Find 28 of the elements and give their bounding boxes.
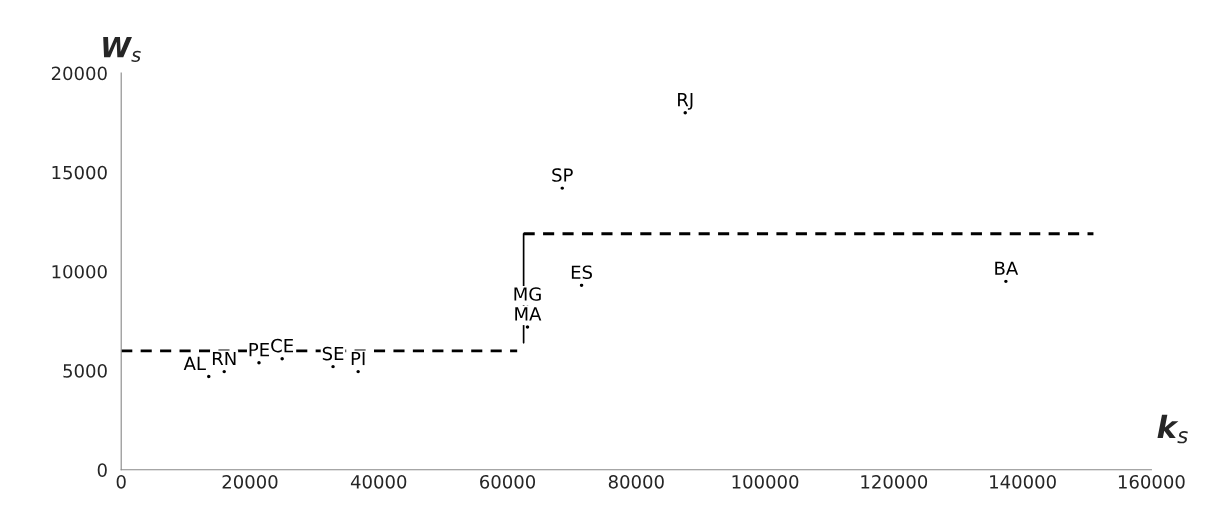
x-tick-label: 80000	[608, 474, 664, 489]
data-label: ES	[571, 265, 592, 280]
y-tick-label: 15000	[52, 165, 107, 180]
y-tick-label: 10000	[52, 264, 107, 279]
x-tick-label: 160000	[1118, 474, 1185, 489]
data-label: MG	[514, 287, 541, 301]
x-tick-label: 140000	[990, 474, 1056, 489]
y-tick-label: 20000	[51, 66, 107, 81]
y-axis-title: W$_{s}$	[103, 36, 141, 63]
data-label: BA	[995, 261, 1019, 275]
y-tick-label: 0	[97, 463, 107, 477]
x-tick-label: 20000	[222, 474, 278, 489]
data-label: RN	[212, 351, 236, 366]
data-label: PE	[249, 342, 269, 357]
data-label: SP	[552, 168, 573, 182]
data-label: CE	[271, 338, 294, 353]
x-tick-label: 60000	[480, 474, 536, 489]
data-label: SE	[322, 346, 344, 361]
x-tick-label: 40000	[350, 474, 407, 489]
data-label: PI	[351, 351, 365, 366]
x-tick-label: 120000	[861, 474, 928, 489]
data-label: RJ	[678, 93, 693, 110]
x-tick-label: 100000	[732, 474, 799, 489]
x-tick-label: 0	[116, 474, 126, 489]
data-label: AL	[183, 356, 206, 371]
x-axis-title: k$_{s}$	[1157, 414, 1188, 444]
data-label: MA	[515, 307, 542, 321]
y-tick-label: 5000	[63, 364, 107, 378]
